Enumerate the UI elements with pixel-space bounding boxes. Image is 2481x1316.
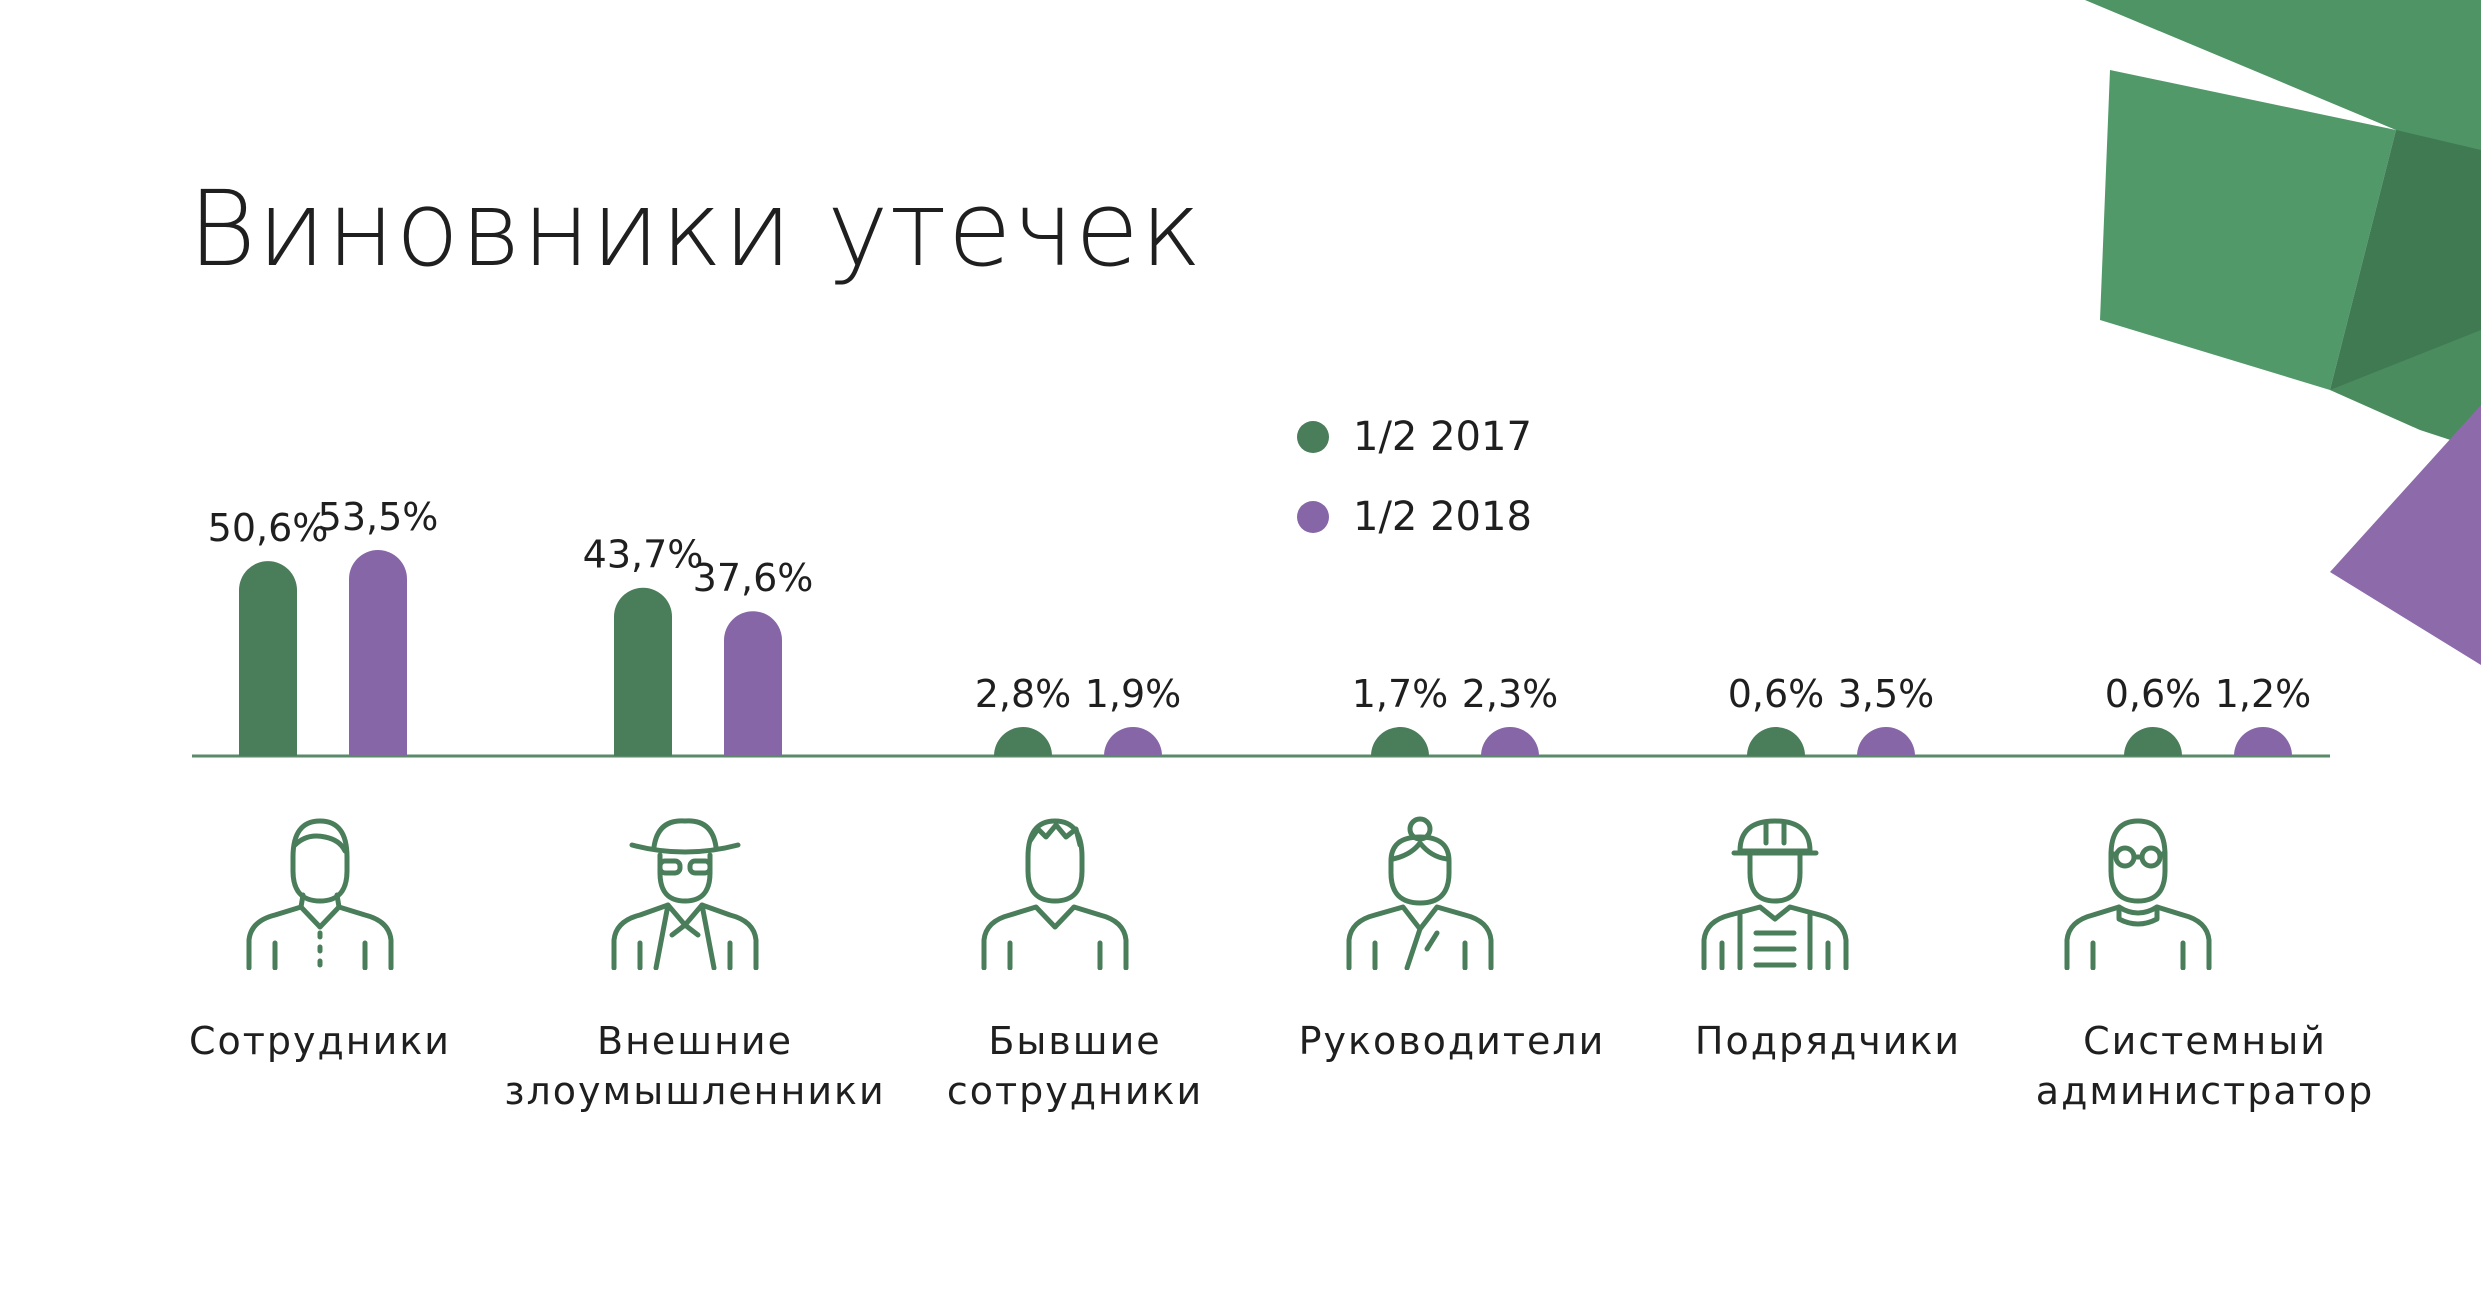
- category-label-line1: Внешние: [597, 1019, 793, 1063]
- bar-2018-0: [349, 550, 407, 756]
- data-label-2018-3: 2,3%: [1462, 672, 1559, 716]
- bar-2018-2: [1104, 727, 1162, 756]
- legend-label-2017: 1/2 2017: [1353, 414, 1532, 460]
- data-label-2017-5: 0,6%: [2105, 672, 2202, 716]
- deco-green-shard-3: [2330, 130, 2481, 410]
- data-labels-layer: 50,6%53,5% 43,7%37,6% 2,8% 1,9% 1,7% 2,3% 0,6%…: [208, 495, 2312, 716]
- data-label-2017-4: 0,6%: [1728, 672, 1825, 716]
- data-label-2018-0: 53,5%: [318, 495, 439, 539]
- bars-layer: [239, 550, 2292, 756]
- data-label-2017-1: 43,7%: [583, 533, 704, 577]
- data-label-2017-0: 50,6%: [208, 506, 329, 550]
- legend-label-2018: 1/2 2018: [1353, 494, 1532, 540]
- category-label-line1: Бывшие: [988, 1019, 1162, 1063]
- former-employee-icon: [981, 818, 1129, 970]
- category-label-intruders: Внешние злоумышленники: [475, 1016, 915, 1116]
- category-label-former-employees: Бывшие сотрудники: [855, 1016, 1295, 1116]
- legend-dot-2018: [1297, 501, 1329, 533]
- bar-2017-4: [1747, 727, 1805, 756]
- legend-item-2017: 1/2 2017: [1297, 413, 1532, 461]
- category-label-employees: Сотрудники: [100, 1016, 540, 1066]
- manager-icon: [1346, 816, 1494, 970]
- bar-2018-3: [1481, 727, 1539, 756]
- bar-2017-3: [1371, 727, 1429, 756]
- data-label-2018-4: 3,5%: [1838, 672, 1935, 716]
- category-label-managers: Руководители: [1232, 1016, 1672, 1066]
- category-label-line2: администратор: [2035, 1069, 2375, 1113]
- legend-dot-2017: [1297, 421, 1329, 453]
- deco-green-shard-2: [2100, 70, 2396, 390]
- category-label-contractors: Подрядчики: [1608, 1016, 2048, 1066]
- bar-2018-4: [1857, 727, 1915, 756]
- category-label-line1: Системный: [2083, 1019, 2327, 1063]
- category-label-line1: Сотрудники: [189, 1019, 451, 1063]
- bar-2017-5: [2124, 727, 2182, 756]
- bar-2017-1: [614, 587, 672, 756]
- category-label-sysadmin: Системный администратор: [1985, 1016, 2425, 1116]
- employee-icon: [246, 818, 394, 970]
- category-label-line2: злоумышленники: [504, 1069, 886, 1113]
- deco-green-shard-1: [2085, 0, 2481, 240]
- bar-2017-0: [239, 561, 297, 756]
- sysadmin-icon: [2064, 818, 2212, 970]
- contractor-icon: [1701, 818, 1849, 970]
- data-label-2017-3: 1,7%: [1352, 672, 1449, 716]
- data-label-2018-2: 1,9%: [1085, 672, 1182, 716]
- data-label-2018-5: 1,2%: [2215, 672, 2312, 716]
- bar-2018-5: [2234, 727, 2292, 756]
- intruder-icon: [611, 818, 759, 970]
- category-label-line1: Подрядчики: [1694, 1019, 1962, 1063]
- data-label-2017-2: 2,8%: [975, 672, 1072, 716]
- legend-item-2018: 1/2 2018: [1297, 493, 1532, 541]
- page-title: Виновники утечек: [188, 168, 1203, 290]
- data-label-2018-1: 37,6%: [693, 556, 814, 600]
- category-label-line2: сотрудники: [946, 1069, 1204, 1113]
- category-label-line1: Руководители: [1298, 1019, 1606, 1063]
- bar-2018-1: [724, 611, 782, 756]
- deco-purple-shard: [2330, 405, 2481, 665]
- bar-2017-2: [994, 727, 1052, 756]
- deco-green-shard-4: [2330, 330, 2481, 450]
